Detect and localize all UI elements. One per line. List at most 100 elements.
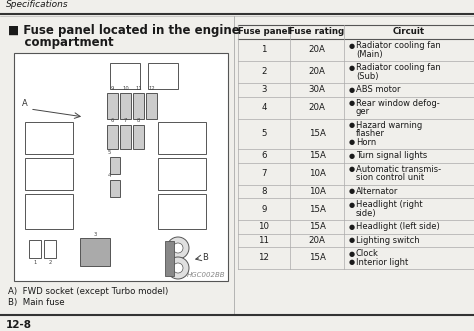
Text: ●: ● — [349, 166, 355, 172]
Bar — [146, 93, 157, 119]
Bar — [29, 240, 41, 258]
Text: 10: 10 — [258, 222, 270, 231]
Text: 2: 2 — [48, 260, 52, 265]
Bar — [158, 194, 206, 229]
Text: 12: 12 — [148, 86, 155, 91]
Text: 15A: 15A — [309, 151, 326, 160]
Text: 12-8: 12-8 — [6, 320, 32, 330]
Text: (Main): (Main) — [356, 50, 383, 59]
Circle shape — [167, 257, 189, 279]
Bar — [44, 240, 56, 258]
Bar — [107, 93, 118, 119]
Text: Hazard warning: Hazard warning — [356, 121, 422, 130]
Text: ●: ● — [349, 237, 355, 243]
Bar — [80, 238, 110, 266]
Text: B)  Main fuse: B) Main fuse — [8, 298, 64, 307]
Bar — [120, 93, 131, 119]
Bar — [120, 125, 131, 149]
Bar — [158, 122, 206, 154]
Text: Horn: Horn — [356, 138, 376, 147]
Text: Radiator cooling fan: Radiator cooling fan — [356, 63, 441, 72]
Text: 3: 3 — [93, 232, 97, 237]
Text: ●: ● — [349, 224, 355, 230]
Text: 20A: 20A — [309, 68, 326, 76]
Text: 7: 7 — [261, 169, 267, 178]
Text: 15A: 15A — [309, 222, 326, 231]
Text: 11: 11 — [258, 236, 270, 245]
Text: (Sub): (Sub) — [356, 72, 379, 81]
Text: 10: 10 — [122, 86, 129, 91]
Text: 8: 8 — [137, 118, 140, 123]
Text: 20A: 20A — [309, 45, 326, 55]
Bar — [110, 63, 140, 89]
Text: Specifications: Specifications — [6, 0, 69, 9]
Text: ●: ● — [349, 259, 355, 265]
Text: 5: 5 — [261, 129, 267, 138]
Text: 20A: 20A — [309, 236, 326, 245]
Text: 15A: 15A — [309, 205, 326, 213]
Text: B: B — [202, 253, 208, 261]
Text: ●: ● — [349, 188, 355, 194]
Text: ■ Fuse panel located in the engine: ■ Fuse panel located in the engine — [8, 24, 240, 37]
Text: Alternator: Alternator — [356, 187, 398, 196]
Text: ●: ● — [349, 65, 355, 71]
Text: ●: ● — [349, 139, 355, 145]
Text: 15A: 15A — [309, 254, 326, 262]
Bar — [14, 53, 228, 281]
Bar — [158, 158, 206, 190]
Bar — [148, 63, 178, 89]
Text: 20A: 20A — [309, 103, 326, 112]
Text: 1: 1 — [261, 45, 267, 55]
Text: 2: 2 — [261, 68, 267, 76]
Bar — [110, 157, 120, 174]
Text: 8: 8 — [261, 187, 267, 196]
Text: Automatic transmis-: Automatic transmis- — [356, 165, 441, 174]
Text: 11: 11 — [135, 86, 142, 91]
Circle shape — [173, 243, 183, 253]
Text: 6: 6 — [261, 151, 267, 160]
Text: 10A: 10A — [309, 187, 326, 196]
Circle shape — [173, 263, 183, 273]
Text: ●: ● — [349, 153, 355, 159]
Text: 9: 9 — [261, 205, 267, 213]
Text: Rear window defog-: Rear window defog- — [356, 99, 440, 108]
Text: A)  FWD socket (except Turbo model): A) FWD socket (except Turbo model) — [8, 287, 168, 296]
Text: ●: ● — [349, 87, 355, 93]
Text: flasher: flasher — [356, 129, 385, 138]
Text: 1: 1 — [33, 260, 36, 265]
Bar — [107, 125, 118, 149]
Text: ABS motor: ABS motor — [356, 85, 401, 94]
Text: 7: 7 — [124, 118, 127, 123]
Circle shape — [167, 237, 189, 259]
Text: Turn signal lights: Turn signal lights — [356, 151, 427, 160]
Bar — [25, 194, 73, 229]
Text: 5: 5 — [108, 150, 111, 155]
Bar — [110, 180, 120, 197]
Text: HGC002BB: HGC002BB — [186, 272, 225, 278]
Text: A: A — [22, 100, 28, 109]
Text: Fuse panel: Fuse panel — [238, 27, 290, 36]
Text: Interior light: Interior light — [356, 258, 408, 267]
Text: 9: 9 — [111, 86, 114, 91]
Text: 4: 4 — [108, 173, 111, 178]
Text: Headlight (left side): Headlight (left side) — [356, 222, 440, 231]
Text: Headlight (right: Headlight (right — [356, 200, 423, 209]
Text: 6: 6 — [111, 118, 114, 123]
Text: 3: 3 — [261, 85, 267, 94]
Text: ●: ● — [349, 202, 355, 208]
Text: ●: ● — [349, 122, 355, 128]
Text: side): side) — [356, 209, 377, 218]
Bar — [133, 93, 144, 119]
Text: ●: ● — [349, 100, 355, 106]
Text: 4: 4 — [261, 103, 267, 112]
Text: compartment: compartment — [8, 36, 114, 49]
Text: Circuit: Circuit — [393, 27, 425, 36]
Text: 30A: 30A — [309, 85, 326, 94]
Text: Lighting switch: Lighting switch — [356, 236, 419, 245]
Bar — [133, 125, 144, 149]
Text: 12: 12 — [258, 254, 270, 262]
Text: Clock: Clock — [356, 249, 379, 258]
Text: ●: ● — [349, 43, 355, 49]
Bar — [165, 241, 174, 276]
Bar — [25, 122, 73, 154]
